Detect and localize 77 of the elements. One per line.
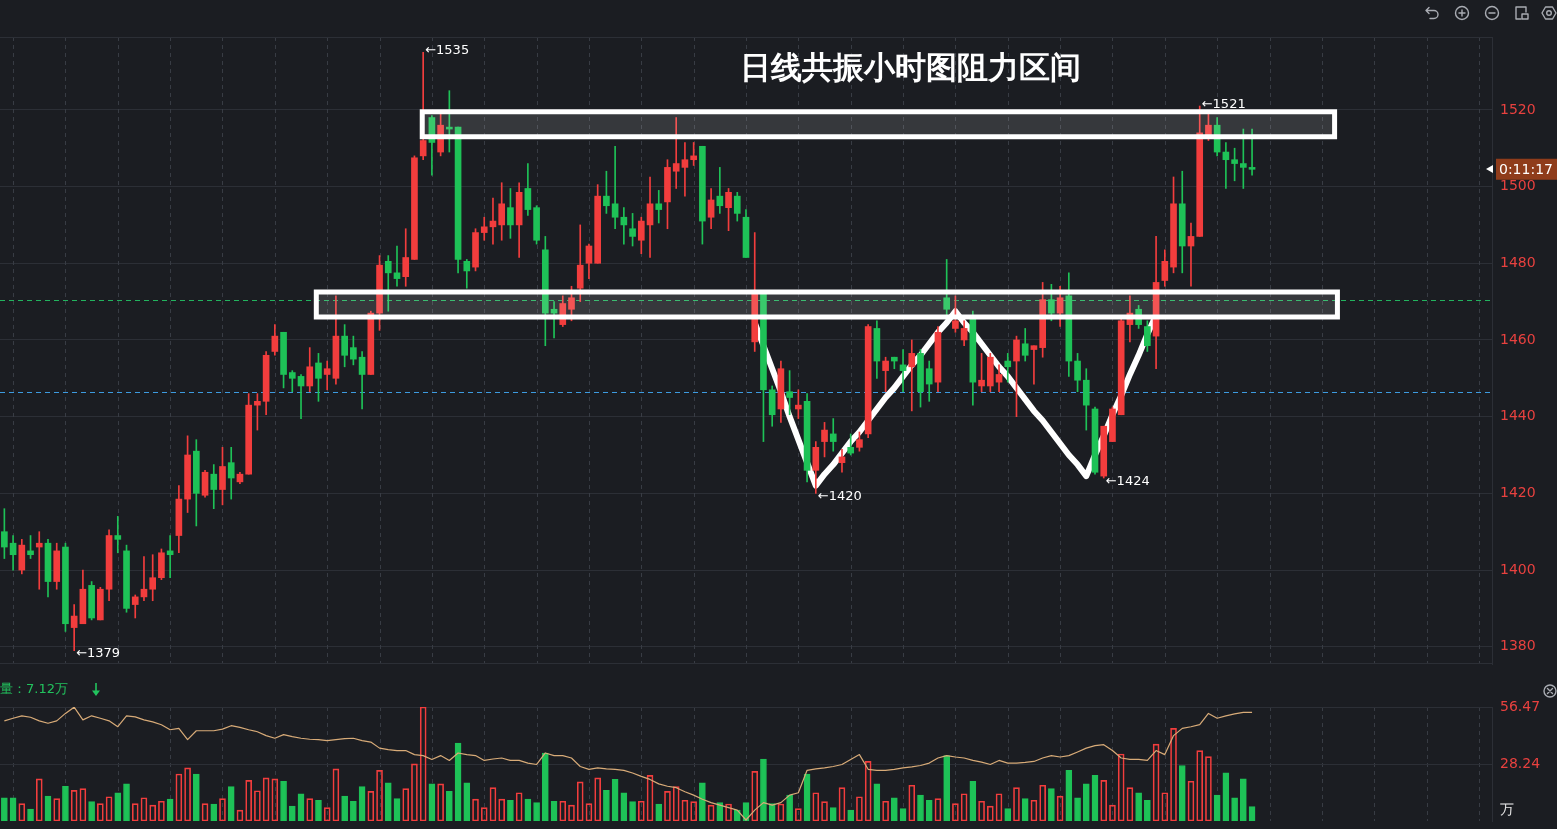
bar bbox=[716, 802, 724, 821]
candlestick bbox=[829, 418, 837, 452]
bar bbox=[288, 805, 296, 821]
candlestick bbox=[35, 531, 43, 590]
bar bbox=[533, 802, 540, 821]
chart-title: 日线共振小时图阻力区间 bbox=[739, 49, 1081, 86]
bar bbox=[891, 797, 898, 821]
candlestick bbox=[1030, 345, 1038, 385]
candlestick bbox=[611, 145, 619, 230]
bar bbox=[88, 801, 95, 821]
y-tick-label: 1420 bbox=[1500, 483, 1536, 500]
bar bbox=[1178, 765, 1186, 821]
bar bbox=[768, 803, 776, 821]
bar bbox=[210, 803, 218, 821]
bar bbox=[733, 809, 741, 821]
bar bbox=[1144, 799, 1151, 821]
bar bbox=[315, 799, 322, 821]
y-tick-label: 1500 bbox=[1500, 177, 1536, 194]
y-tick-label: 1400 bbox=[1500, 560, 1536, 577]
y-tick-label: 1380 bbox=[1500, 637, 1536, 654]
bar bbox=[507, 799, 514, 821]
bar bbox=[227, 786, 235, 821]
annotation: ←1379 bbox=[76, 645, 121, 661]
bar bbox=[114, 792, 122, 821]
bar bbox=[917, 794, 924, 821]
bar bbox=[603, 789, 610, 821]
annotation: ←1420 bbox=[817, 488, 862, 504]
bar bbox=[463, 782, 471, 821]
bar bbox=[192, 773, 200, 821]
bar bbox=[1004, 808, 1012, 821]
bar bbox=[341, 795, 348, 821]
bar bbox=[1, 797, 8, 821]
bar bbox=[655, 803, 663, 821]
candlestick bbox=[908, 339, 916, 412]
bar bbox=[829, 807, 837, 821]
bar bbox=[1082, 783, 1090, 821]
annotation: ←1424 bbox=[1105, 472, 1150, 488]
bar bbox=[280, 780, 287, 821]
bar bbox=[62, 785, 69, 821]
candlestick bbox=[114, 516, 122, 554]
bar bbox=[123, 783, 130, 821]
candlestick bbox=[1248, 128, 1256, 176]
y-axis-title: 万 bbox=[1500, 800, 1514, 817]
bar bbox=[446, 790, 453, 821]
bar bbox=[384, 782, 392, 821]
candlestick bbox=[655, 190, 663, 224]
bar bbox=[1074, 797, 1081, 821]
y-tick-label: 1480 bbox=[1500, 253, 1536, 270]
bar bbox=[1135, 792, 1142, 821]
bar bbox=[847, 809, 855, 821]
bar bbox=[27, 808, 34, 821]
bar bbox=[786, 794, 793, 821]
bar bbox=[1048, 788, 1055, 821]
y-tick-label: 1440 bbox=[1500, 407, 1536, 424]
bar bbox=[629, 801, 636, 821]
chart-title: 量：7.12万 bbox=[0, 681, 68, 697]
candlestick bbox=[681, 142, 689, 197]
annotation: ←1535 bbox=[425, 42, 470, 58]
bar bbox=[760, 758, 767, 821]
candlestick bbox=[672, 117, 680, 189]
bar bbox=[943, 755, 951, 821]
bar bbox=[1021, 798, 1029, 821]
y-tick-label: 1460 bbox=[1500, 330, 1536, 347]
y-tick-label: 28.24 bbox=[1500, 754, 1541, 771]
y-tick-label: 1520 bbox=[1500, 100, 1536, 117]
candlestick bbox=[323, 360, 331, 391]
bar bbox=[541, 752, 549, 821]
bar bbox=[350, 800, 357, 821]
y-tick-label: 56.47 bbox=[1500, 697, 1541, 714]
candlestick bbox=[1004, 353, 1012, 383]
bar bbox=[1231, 797, 1238, 821]
annotation: ←1521 bbox=[1201, 96, 1246, 112]
bar bbox=[925, 799, 933, 821]
bar bbox=[1240, 778, 1247, 821]
bar bbox=[699, 782, 706, 821]
text: 0:11:17 bbox=[1499, 160, 1553, 177]
candlestick bbox=[716, 167, 724, 214]
